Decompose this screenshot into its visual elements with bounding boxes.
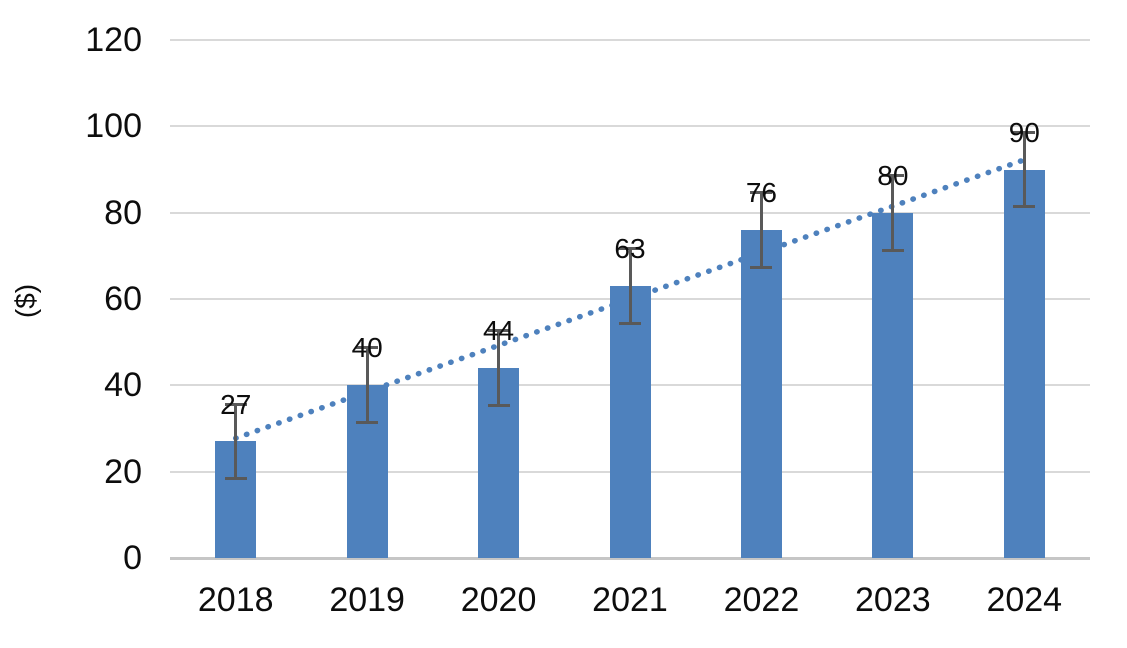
y-tick-label: 80 <box>104 193 142 232</box>
error-bar-stem <box>628 247 632 325</box>
error-bar <box>356 346 379 425</box>
data-label: 90 <box>1008 116 1040 148</box>
y-tick-label: 100 <box>85 107 142 146</box>
x-tick-label: 2018 <box>197 581 274 619</box>
error-bar <box>224 402 247 481</box>
bar <box>872 212 914 558</box>
error-bar-cap-bottom <box>224 477 247 481</box>
error-bar-cap-bottom <box>487 403 510 407</box>
data-label: 27 <box>220 388 252 420</box>
error-bar <box>487 329 510 407</box>
x-axis-line <box>170 557 1090 560</box>
error-bar-cap-top <box>750 191 773 195</box>
bar <box>740 229 782 558</box>
bar <box>609 286 651 558</box>
error-bar-cap-bottom <box>1013 205 1036 209</box>
error-bar-cap-top <box>487 329 510 333</box>
y-tick-label: 20 <box>104 452 142 491</box>
gridline <box>170 211 1090 214</box>
error-bar-stem <box>1022 130 1026 209</box>
x-tick-label: 2024 <box>986 581 1063 619</box>
error-bar-cap-top <box>619 247 641 251</box>
y-tick-label: 0 <box>123 539 142 577</box>
error-bar-cap-top <box>881 173 904 177</box>
error-bar <box>619 247 641 325</box>
error-bar-stem <box>234 402 238 481</box>
data-label: 76 <box>745 177 777 209</box>
y-tick-label: 120 <box>85 21 142 59</box>
error-bar <box>1013 130 1036 209</box>
error-bar <box>750 191 773 269</box>
error-bar-cap-bottom <box>750 265 773 269</box>
y-tick-label: 40 <box>104 366 142 405</box>
x-tick-label: 2022 <box>723 581 800 619</box>
error-bar-cap-top <box>1013 130 1036 134</box>
error-bar-stem <box>891 173 895 252</box>
gridline <box>170 39 1090 41</box>
error-bar-stem <box>365 346 369 425</box>
y-tick-label: 60 <box>104 280 142 318</box>
x-tick-label: 2020 <box>460 581 537 619</box>
data-label: 40 <box>351 332 383 364</box>
x-tick-label: 2019 <box>329 581 405 619</box>
error-bar-cap-bottom <box>356 421 379 425</box>
error-bar-cap-bottom <box>619 321 641 325</box>
bar <box>1003 169 1045 558</box>
data-label: 44 <box>482 315 515 347</box>
error-bar-cap-bottom <box>881 248 904 252</box>
data-label: 80 <box>877 159 909 191</box>
x-tick-label: 2021 <box>592 581 668 619</box>
error-bar-cap-top <box>356 346 379 350</box>
error-bar-stem <box>497 329 501 407</box>
error-bar-cap-top <box>224 402 247 406</box>
x-tick-label: 2023 <box>855 581 931 619</box>
data-label: 63 <box>614 233 646 265</box>
error-bar <box>881 173 904 252</box>
error-bar-stem <box>759 191 763 269</box>
gridline <box>170 125 1090 128</box>
